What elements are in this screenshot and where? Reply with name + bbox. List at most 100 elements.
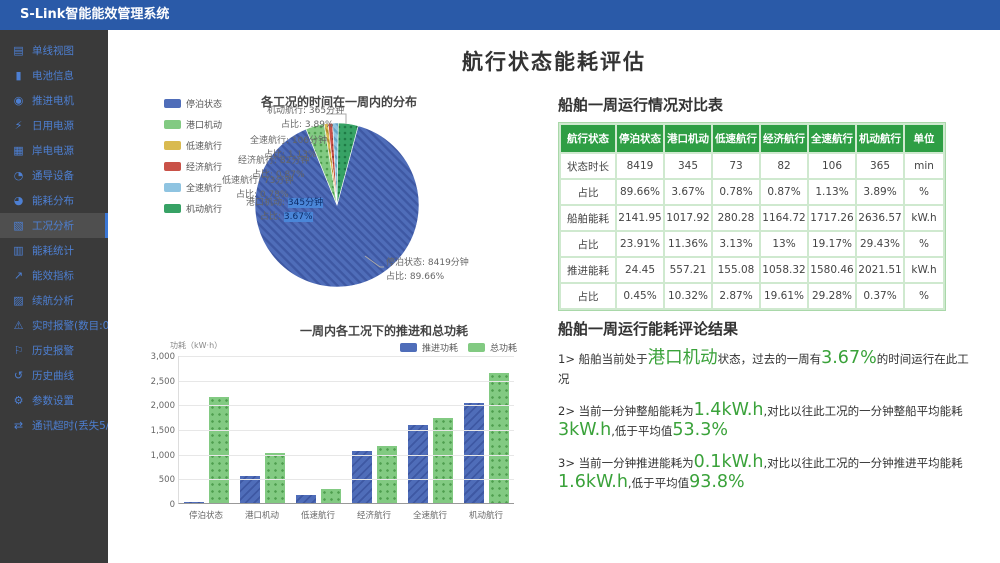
table-cell: 1164.72 [761,206,807,230]
energy-distribution-icon: ◕ [13,194,24,207]
review-lines: 1> 船舶当前处于港口机动状态，过去的一周有3.67%的时间运行在此工况 2> 当… [558,348,970,506]
table-row: 船舶能耗 2141.95 1017.92 280.28 1164.72 1717.26 26… [561,206,943,230]
pie-legend-item-经济航行[interactable]: 经济航行 [164,160,222,173]
sidebar-item-single-line-view[interactable]: ▤ 单线视图 [0,38,108,63]
bar-停泊状态-总功耗[interactable] [209,397,230,503]
bar-港口机动-推进功耗[interactable] [240,476,261,503]
sidebar-item-history-alarm[interactable]: ⚐ 历史报警 [0,338,108,363]
table-cell: 23.91% [617,232,663,256]
sidebar-item-daily-power[interactable]: ⚡ 日用电源 [0,113,108,138]
bar-legend: 推进功耗 总功耗 [400,341,517,354]
table-cell: 2021.51 [857,258,903,282]
pie-legend-item-全速航行[interactable]: 全速航行 [164,181,222,194]
sidebar-item-label: 能耗统计 [32,245,74,257]
highlighted-value: 1.6kW.h [558,471,628,492]
y-axis-tick: 2,500 [150,376,175,387]
gridline [179,380,514,382]
charts-column: 各工况的时间在一周内的分布 停泊状态 港口机动 低速航行 经济航行 全速航行 机动航行 停… [150,88,535,556]
y-axis-tick: 500 [158,475,175,486]
gridline [179,430,514,431]
sidebar-item-efficiency-indicator[interactable]: ↗ 能效指标 [0,263,108,288]
bar-机动航行-总功耗[interactable] [488,373,509,503]
sidebar-item-nav-comm-device[interactable]: ◔ 通导设备 [0,163,108,188]
table-cell: 155.08 [713,258,759,282]
review-text: 3> 当前一分钟推进能耗为 [558,456,694,471]
sidebar-item-shore-power[interactable]: ▦ 岸电电源 [0,138,108,163]
sidebar-item-settings[interactable]: ⚙ 参数设置 [0,388,108,413]
table-cell: 24.45 [617,258,663,282]
daily-power-icon: ⚡ [14,119,23,132]
sidebar-item-battery-info[interactable]: ▮ 电池信息 [0,63,108,88]
bar-机动航行-推进功耗[interactable] [463,403,484,503]
bar-全速航行-推进功耗[interactable] [407,425,428,503]
sidebar-item-label: 通导设备 [32,170,74,182]
pie-data-label-全速航行: 全速航行: 106分钟 占比: 1.13% [250,136,328,160]
sidebar-item-history-curve[interactable]: ↺ 历史曲线 [0,363,108,388]
table-cell: 3.67% [665,180,711,204]
sidebar-item-label: 岸电电源 [32,145,74,157]
app-header: S-Link智能能效管理系统 [0,0,1000,30]
pie-slice-停泊状态[interactable] [254,125,420,288]
sidebar-item-energy-statistics[interactable]: ▥ 能耗统计 [0,238,108,263]
bar-全速航行-总功耗[interactable] [432,418,453,503]
legend-chip [400,343,417,352]
sidebar-item-label: 电池信息 [32,70,74,82]
y-axis-tick: 3,000 [150,352,175,362]
pie-legend-item-港口机动[interactable]: 港口机动 [164,118,222,131]
table-cell: 13% [761,232,807,256]
table-cell: 89.66% [617,180,663,204]
sidebar-item-realtime-alarm[interactable]: ⚠ 实时报警(数目:0) [0,313,114,338]
table-row: 占比 89.66% 3.67% 0.78% 0.87% 1.13% 3.89%% [561,180,943,204]
sidebar-item-comm-timeout[interactable]: ⇄ 通讯超时(丢失5/35) [0,413,127,438]
bar-低速航行-推进功耗[interactable] [296,495,317,503]
review-line: 3> 当前一分钟推进能耗为0.1kW.h,对比以往此工况的一分钟推进平均能耗 1.… [558,452,970,493]
pie-legend-item-机动航行[interactable]: 机动航行 [164,202,222,215]
bar-legend-item-推进功耗[interactable]: 推进功耗 [400,341,458,354]
sidebar-item-propulsion-motor[interactable]: ◉ 推进电机 [0,88,108,113]
table-cell: 1058.32 [761,258,807,282]
highlighted-value: 53.3% [672,419,728,440]
sidebar-item-label: 推进电机 [32,95,74,107]
table-row-label: 船舶能耗 [561,206,615,230]
legend-label: 经济航行 [186,163,223,173]
sidebar-item-label: 历史曲线 [32,370,74,382]
legend-label: 推进功耗 [422,344,459,354]
highlighted-value: 3.67% [821,348,877,368]
bar-港口机动-总功耗[interactable] [265,453,286,503]
x-axis-label: 停泊状态 [188,511,223,521]
single-line-view-icon: ▤ [13,44,24,57]
table-cell: 1017.92 [665,206,711,230]
table-cell: 19.61% [761,284,807,308]
legend-label: 总功耗 [490,344,518,354]
bar-legend-item-总功耗[interactable]: 总功耗 [468,341,517,354]
legend-chip [164,120,181,129]
table-cell: 557.21 [665,258,711,282]
sidebar-item-condition-analysis[interactable]: ▧ 工况分析 [0,213,108,238]
bar-经济航行-推进功耗[interactable] [351,451,372,503]
bar-低速航行-总功耗[interactable] [321,489,342,503]
highlighted-value: 0.1kW.h [693,452,764,473]
table-row-label: 占比 [561,232,615,256]
pie-label-leader-line [326,113,347,124]
table-cell: kW.h [905,258,943,282]
pie-slice-机动航行[interactable] [336,122,359,206]
table-cell: 1.13% [809,180,855,204]
bar-经济航行-总功耗[interactable] [376,446,397,503]
bar-x-axis-labels: 停泊状态 港口机动 低速航行 经济航行 全速航行 机动航行 [178,509,514,521]
sidebar-item-energy-distribution[interactable]: ◕ 能耗分布 [0,188,108,213]
app-title: S-Link智能能效管理系统 [20,7,170,22]
table-header-cell: 全速航行 [809,125,855,152]
x-axis-label: 全速航行 [412,511,447,521]
pie-legend-item-停泊状态[interactable]: 停泊状态 [164,97,222,110]
shore-power-icon: ▦ [13,144,24,157]
bar-停泊状态-推进功耗[interactable] [184,502,205,503]
sidebar-item-endurance-analysis[interactable]: ▨ 续航分析 [0,288,108,313]
pie-legend-item-低速航行[interactable]: 低速航行 [164,139,222,152]
gridline [179,405,514,407]
review-text: ,低于平均值 [627,475,690,490]
sidebar-item-label: 能耗分布 [32,195,74,207]
table-header-cell: 低速航行 [713,125,759,152]
x-axis-label: 机动航行 [468,511,503,521]
y-axis-tick: 2,000 [150,401,175,412]
pie-data-label-停泊状态: 停泊状态: 8419分钟 占比: 89.66% [386,258,469,282]
